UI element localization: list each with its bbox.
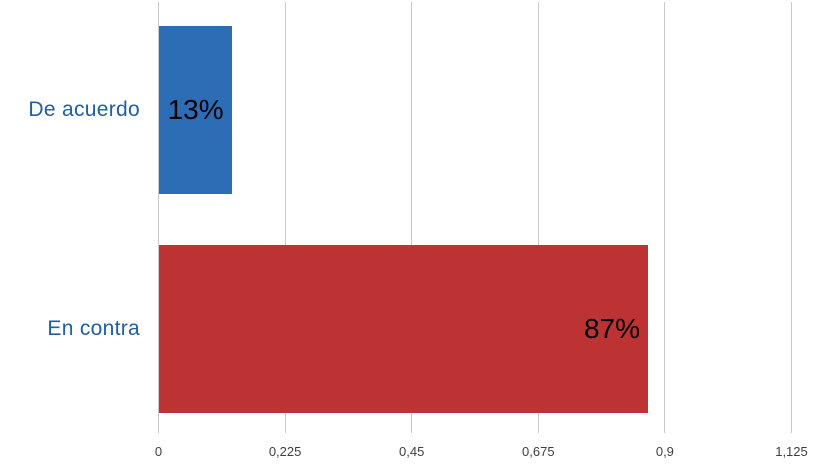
x-tick-label-0,675: 0,675 <box>522 444 555 459</box>
gridline-1,125 <box>791 2 792 433</box>
bar-en-contra: 87% <box>158 245 649 413</box>
bar-value-label-en-contra: 87% <box>583 313 641 344</box>
x-tick-label-1,125: 1,125 <box>775 444 808 459</box>
gridline-0,225 <box>284 2 286 433</box>
gridline-0,45 <box>411 2 413 433</box>
x-tick-label-0,225: 0,225 <box>268 444 302 459</box>
category-label-en-contra: En contra <box>47 317 140 340</box>
gridline-0 <box>158 2 159 433</box>
bar-de-acuerdo: 13% <box>158 26 232 194</box>
bar-value-label-de-acuerdo: 13% <box>167 94 224 125</box>
x-tick-label-0,45: 0,45 <box>399 444 425 459</box>
gridline-0,9 <box>664 2 666 433</box>
gridline-0,675 <box>537 2 539 433</box>
x-tick-label-0: 0 <box>154 444 163 459</box>
x-tick-label-0,9: 0,9 <box>655 444 674 459</box>
category-label-de-acuerdo: De acuerdo <box>28 98 140 121</box>
